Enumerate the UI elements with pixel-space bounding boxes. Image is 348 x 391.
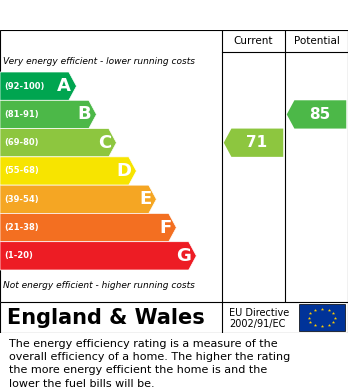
Text: The energy efficiency rating is a measure of the
overall efficiency of a home. T: The energy efficiency rating is a measur… — [9, 339, 290, 389]
Polygon shape — [0, 242, 196, 270]
Text: (39-54): (39-54) — [4, 195, 39, 204]
Text: B: B — [78, 106, 91, 124]
Text: A: A — [57, 77, 71, 95]
Text: F: F — [159, 219, 171, 237]
Text: EU Directive: EU Directive — [229, 308, 289, 318]
Text: C: C — [98, 134, 111, 152]
Text: Energy Efficiency Rating: Energy Efficiency Rating — [9, 6, 238, 24]
Polygon shape — [0, 185, 156, 213]
Polygon shape — [0, 213, 176, 242]
Polygon shape — [0, 72, 77, 100]
Text: Not energy efficient - higher running costs: Not energy efficient - higher running co… — [3, 282, 195, 291]
Text: G: G — [176, 247, 191, 265]
Text: Potential: Potential — [294, 36, 339, 46]
Bar — [299, 305, 345, 330]
Text: 71: 71 — [246, 135, 268, 150]
Polygon shape — [0, 157, 136, 185]
Text: (21-38): (21-38) — [4, 223, 39, 232]
Text: (81-91): (81-91) — [4, 110, 39, 119]
Text: (1-20): (1-20) — [4, 251, 33, 260]
Polygon shape — [0, 100, 96, 129]
Text: (69-80): (69-80) — [4, 138, 39, 147]
Text: 2002/91/EC: 2002/91/EC — [229, 319, 285, 329]
Text: England & Wales: England & Wales — [7, 307, 205, 328]
Text: 85: 85 — [309, 107, 331, 122]
Text: (55-68): (55-68) — [4, 167, 39, 176]
Text: E: E — [139, 190, 151, 208]
Text: (92-100): (92-100) — [4, 82, 45, 91]
Polygon shape — [0, 129, 117, 157]
Text: Very energy efficient - lower running costs: Very energy efficient - lower running co… — [3, 57, 196, 66]
Polygon shape — [224, 129, 283, 157]
Polygon shape — [287, 100, 346, 129]
Text: D: D — [116, 162, 131, 180]
Text: Current: Current — [234, 36, 273, 46]
